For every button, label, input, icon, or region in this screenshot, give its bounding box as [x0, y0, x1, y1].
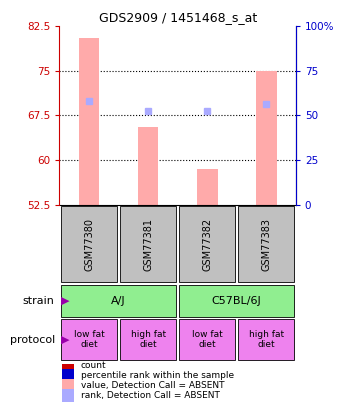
Bar: [256, 71, 277, 205]
Text: low fat
diet: low fat diet: [74, 330, 104, 350]
Text: count: count: [81, 361, 106, 370]
Text: percentile rank within the sample: percentile rank within the sample: [81, 371, 234, 380]
Text: GSM77383: GSM77383: [261, 217, 271, 271]
Text: low fat
diet: low fat diet: [192, 330, 223, 350]
Text: GSM77382: GSM77382: [202, 217, 212, 271]
Text: rank, Detection Call = ABSENT: rank, Detection Call = ABSENT: [81, 391, 220, 401]
Text: strain: strain: [23, 296, 55, 306]
Bar: [180, 206, 235, 282]
Text: high fat
diet: high fat diet: [249, 330, 284, 350]
Text: ▶: ▶: [61, 335, 69, 345]
Text: value, Detection Call = ABSENT: value, Detection Call = ABSENT: [81, 381, 224, 390]
Title: GDS2909 / 1451468_s_at: GDS2909 / 1451468_s_at: [99, 11, 257, 24]
Bar: [120, 319, 176, 360]
Text: GSM77381: GSM77381: [143, 217, 153, 271]
Bar: [180, 285, 294, 317]
Text: ▶: ▶: [61, 296, 69, 306]
Bar: [197, 169, 218, 205]
Text: C57BL/6J: C57BL/6J: [212, 296, 261, 306]
Bar: [62, 390, 74, 402]
Bar: [180, 319, 235, 360]
Text: A/J: A/J: [111, 296, 126, 306]
Bar: [79, 38, 99, 205]
Bar: [238, 319, 294, 360]
Text: protocol: protocol: [10, 335, 55, 345]
Bar: [62, 379, 74, 391]
Bar: [238, 206, 294, 282]
Text: GSM77380: GSM77380: [84, 217, 94, 271]
Bar: [138, 127, 158, 205]
Bar: [62, 369, 74, 382]
Bar: [120, 206, 176, 282]
Bar: [62, 359, 74, 371]
Bar: [61, 319, 117, 360]
Bar: [61, 206, 117, 282]
Bar: [61, 285, 176, 317]
Text: high fat
diet: high fat diet: [131, 330, 166, 350]
